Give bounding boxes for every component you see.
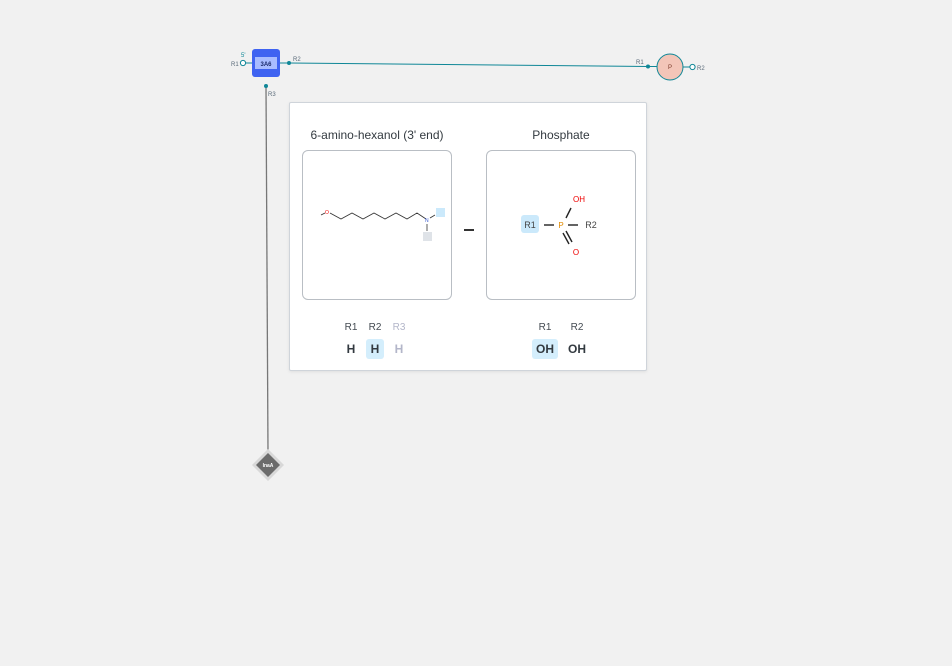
rgroup-r2-label: R2 — [570, 322, 584, 333]
rgroup-r2-label: R2 — [368, 322, 382, 333]
base-node[interactable]: InaA — [252, 449, 284, 481]
structure-box-aminohexanol: O N — [302, 150, 452, 300]
structure-box-phosphate: R1 P R2 OH O — [486, 150, 636, 300]
base-node-label: InaA — [263, 463, 274, 469]
atom-n: N — [425, 218, 429, 224]
sugar-r3-point[interactable] — [264, 84, 268, 88]
rgroup-r1-value[interactable]: H — [346, 342, 356, 356]
structure-phosphate: R1 P R2 OH O — [521, 195, 597, 257]
r3-highlight-box[interactable] — [423, 232, 432, 241]
r2-highlight-box[interactable] — [436, 208, 445, 217]
rgroup-r3: R3 H — [390, 321, 408, 359]
phosphate-r2-label: R2 — [697, 66, 705, 72]
bond-separator — [464, 229, 474, 231]
rgroup-r3-value: H — [394, 342, 404, 356]
atom-o: O — [325, 210, 329, 216]
sugar-r2-point[interactable] — [287, 61, 291, 65]
rgroup-r2: R2 OH — [564, 321, 590, 359]
rgroup-r1-label: R1 — [344, 322, 358, 333]
monomer-name-aminohexanol: 6-amino-hexanol (3' end) — [310, 128, 444, 142]
base-bond[interactable] — [265, 85, 269, 453]
five-prime-label: 5' — [241, 53, 245, 59]
backbone-bond[interactable] — [288, 62, 649, 67]
rgroup-r1: R1 H — [342, 321, 360, 359]
atom-o-double: O — [573, 248, 579, 257]
phosphate-node-label: P — [668, 65, 672, 71]
sugar-r2-label: R2 — [293, 57, 301, 63]
sugar-node-inner — [255, 57, 277, 69]
rgroups-phosphate: R1 OH R2 OH — [532, 321, 590, 359]
sugar-r1-point[interactable] — [239, 59, 247, 67]
structure-aminohexanol: O N — [320, 208, 445, 241]
sugar-r3-label: R3 — [268, 92, 276, 98]
rgroup-r1-label: R1 — [538, 322, 552, 333]
sugar-node[interactable]: 5' R1 3A6 R2 R3 — [231, 49, 301, 98]
carbon-chain — [329, 212, 427, 220]
monomer-preview-popover: 6-amino-hexanol (3' end) O N R1 H R2 H R… — [289, 102, 647, 371]
monomer-name-phosphate: Phosphate — [532, 128, 590, 142]
sugar-node-label: 3A6 — [260, 62, 272, 68]
rgroup-r2-value[interactable]: OH — [568, 342, 586, 356]
phosphate-r2-point[interactable] — [689, 63, 696, 71]
phosphate-node[interactable]: R1 P R2 — [636, 53, 705, 81]
base-node-body — [256, 453, 280, 477]
sugar-r1-label: R1 — [231, 62, 239, 68]
rgroup-r2: R2 H — [366, 321, 384, 359]
rgroup-r1-value[interactable]: OH — [532, 339, 558, 359]
r1-highlight-box[interactable] — [521, 215, 539, 233]
rgroup-r2-value[interactable]: H — [366, 339, 384, 359]
atom-p: P — [558, 221, 563, 230]
phosphate-r1-label: R1 — [636, 60, 644, 66]
atom-r2: R2 — [585, 220, 597, 230]
atom-r1: R1 — [524, 220, 536, 230]
atom-oh: OH — [573, 195, 585, 204]
rgroup-r3-label: R3 — [392, 322, 406, 333]
rgroup-r1: R1 OH — [532, 321, 558, 359]
rgroups-aminohexanol: R1 H R2 H R3 H — [342, 321, 408, 359]
